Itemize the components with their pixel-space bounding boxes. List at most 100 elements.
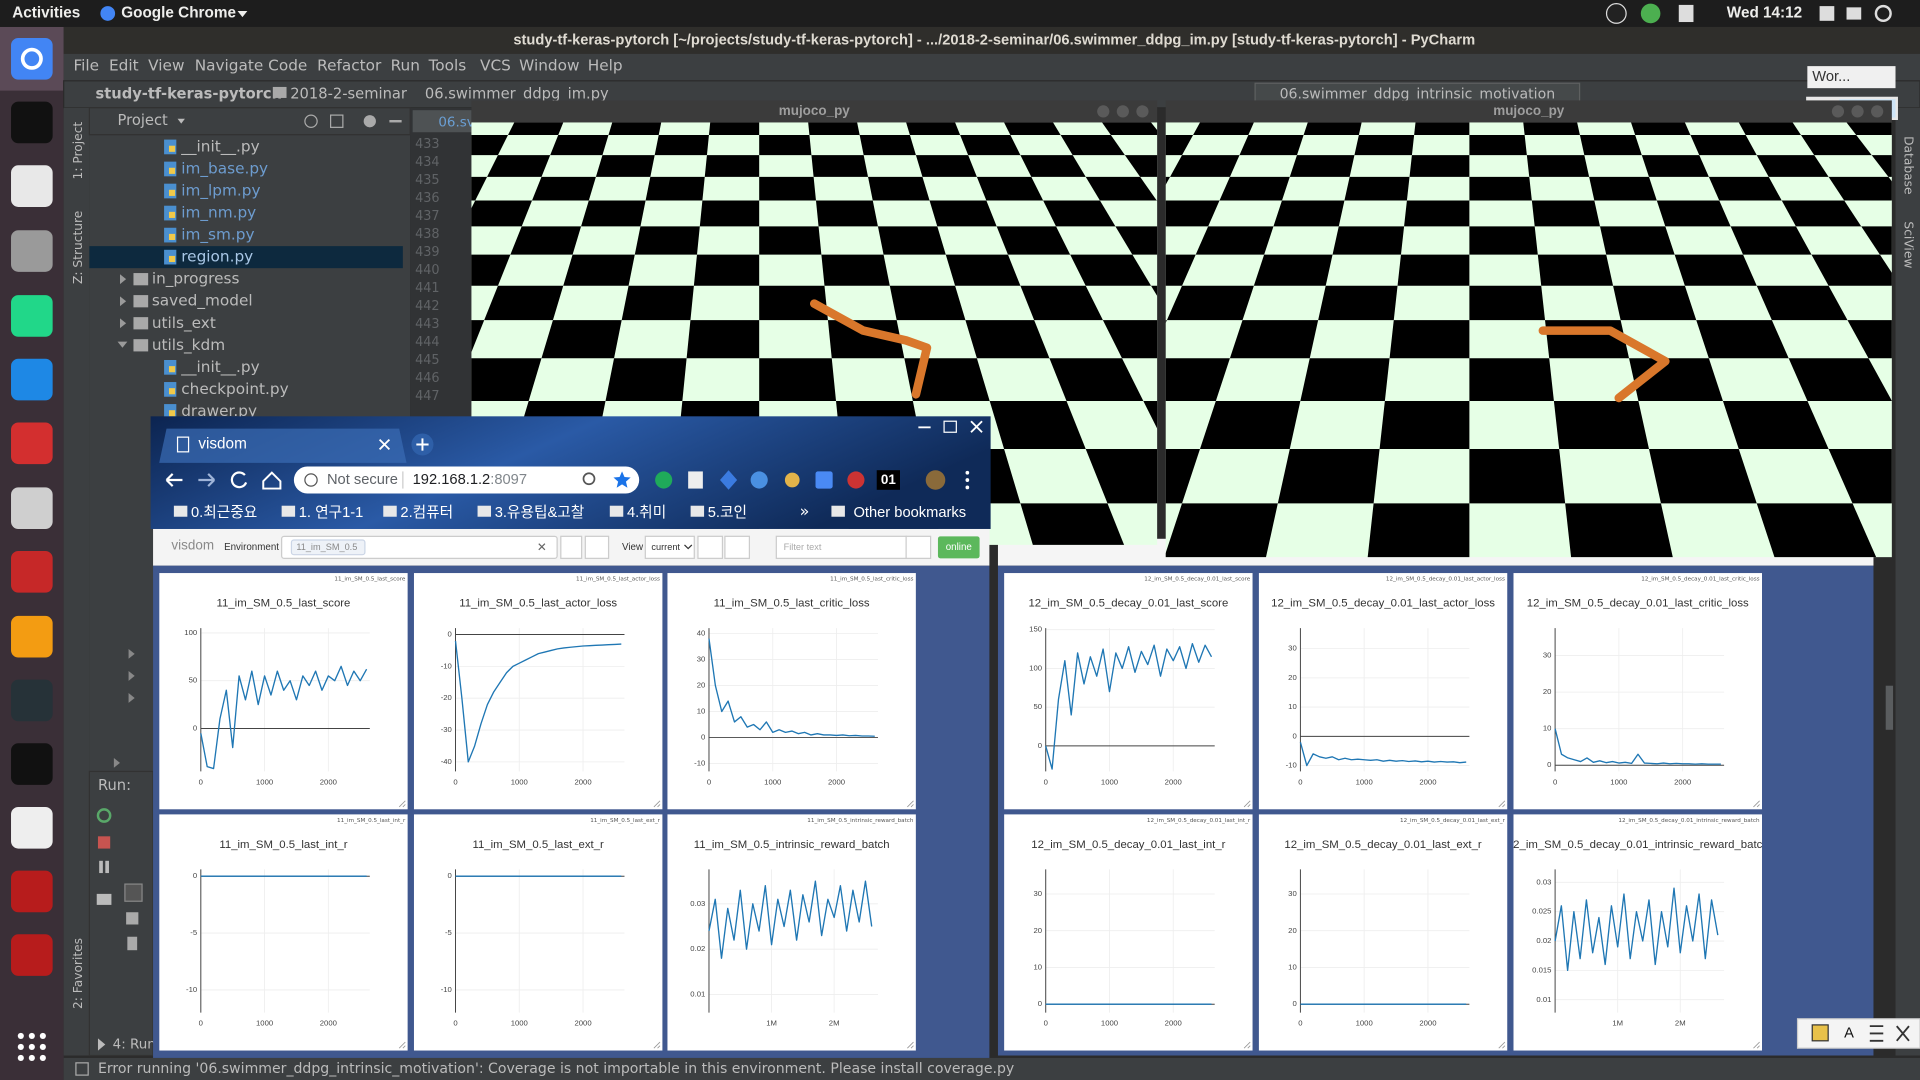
tray-icon[interactable] [1640,3,1661,24]
launcher-icon[interactable] [11,870,53,913]
tree-item[interactable]: region.py [181,248,253,266]
resize-handle[interactable] [653,1041,661,1049]
ime-tool[interactable] [1896,1025,1910,1042]
pause-button[interactable] [99,860,103,874]
ime-icon[interactable] [1811,1024,1829,1042]
tray-icon[interactable] [1678,4,1694,23]
env-clear[interactable] [538,543,546,551]
tool-tab[interactable]: 2: Favorites [71,938,85,1009]
collapsed-arrow[interactable] [120,296,127,307]
launcher-icon[interactable] [11,487,53,529]
wrap-button[interactable] [124,883,143,902]
home-button[interactable] [262,471,282,490]
tray-icon[interactable] [1605,3,1627,24]
tree-item[interactable]: utils_kdm [152,336,225,355]
status-button[interactable] [937,536,980,559]
apps-dot[interactable] [28,1054,35,1062]
extension[interactable] [720,470,738,490]
resize-handle[interactable] [1498,1041,1506,1049]
ime-menu[interactable] [1869,1025,1884,1042]
apps-dot[interactable] [39,1043,46,1050]
launcher-icon[interactable] [11,295,53,337]
resize-handle[interactable] [1753,800,1760,808]
profile[interactable] [925,470,946,490]
breadcrumb[interactable]: 2018-2-seminar [290,85,408,102]
window-button[interactable] [1831,105,1845,118]
window-button[interactable] [1851,105,1864,118]
extension[interactable] [655,471,673,489]
env-value[interactable]: 11_im_SM_0.5 [296,542,357,552]
tray-power[interactable] [1874,4,1892,23]
window-button[interactable] [1116,105,1129,118]
launcher-icon[interactable] [11,165,53,207]
other-window[interactable] [1807,66,1896,89]
breadcrumb[interactable]: study-tf-keras-pytorch [96,85,283,102]
launcher-icon[interactable] [11,551,53,593]
back-button[interactable] [165,473,183,487]
tree-item[interactable]: im_sm.py [181,226,254,245]
url-port[interactable]: :8097 [490,472,527,488]
chrome-tab[interactable] [159,428,407,463]
menu-item[interactable]: Run [391,57,420,75]
tab-close[interactable] [378,438,391,451]
resize-handle[interactable] [907,1041,914,1049]
bookmark[interactable]: 3.유용팁&고찰 [495,504,585,521]
window-button[interactable] [1871,105,1884,118]
apps-dot[interactable] [39,1032,46,1039]
view-value[interactable]: current [651,542,680,552]
apps-dot[interactable] [28,1032,35,1039]
menu-item[interactable]: Window [519,57,579,75]
maximize[interactable] [943,420,957,433]
tool-tab[interactable]: Z: Structure [71,211,85,284]
env-button[interactable] [584,535,610,559]
menu-item[interactable]: File [73,57,99,75]
run-tab[interactable]: 4: Run [113,1037,156,1052]
extension[interactable] [784,472,800,488]
resize-handle[interactable] [1243,1041,1251,1049]
launcher-icon[interactable] [11,358,53,401]
launcher-icon[interactable] [11,806,53,849]
tree-item[interactable]: __init__.py [180,358,259,377]
panel-icon[interactable] [330,114,344,128]
menu-item[interactable]: Refactor [317,57,382,75]
tree-item[interactable]: im_nm.py [181,204,256,223]
view-button[interactable] [724,535,750,559]
visdom-brand[interactable]: visdom [171,538,214,553]
tree-item[interactable]: __init__.py [180,137,259,156]
extension[interactable] [815,471,833,489]
apps-dot[interactable] [17,1032,24,1039]
launcher-icon[interactable] [11,422,53,465]
other-bookmarks[interactable]: Other bookmarks [853,505,966,521]
launcher-icon[interactable] [11,934,53,976]
extension[interactable] [688,471,703,489]
apps-dot[interactable] [39,1054,46,1062]
extension[interactable] [876,470,900,490]
info-icon[interactable] [304,473,318,487]
apps-dot[interactable] [17,1054,24,1062]
launcher-icon[interactable] [11,615,53,658]
tray-volume[interactable] [1846,7,1862,20]
ime-mode[interactable]: A [1844,1025,1854,1041]
trash-button[interactable] [127,936,138,951]
resize-handle[interactable] [1753,1041,1760,1049]
menu-item[interactable]: Navigate [195,57,264,75]
launcher-icon[interactable] [11,230,53,272]
resize-handle[interactable] [907,800,914,808]
launcher-icon[interactable] [11,679,53,722]
close[interactable] [970,420,983,433]
apps-dot[interactable] [17,1043,24,1050]
collapsed-arrow[interactable] [120,318,127,329]
url[interactable]: 192.168.1.2:8097 [413,472,527,488]
extension[interactable] [847,471,865,489]
bookmark-star[interactable] [613,471,631,488]
omnibox[interactable] [293,466,640,494]
tree-item[interactable]: saved_model [152,292,253,311]
tool-tab[interactable]: SciView [1901,221,1915,268]
pause-button[interactable] [105,860,109,874]
tree-item[interactable]: utils_ext [152,314,216,333]
resize-handle[interactable] [398,800,406,808]
bookmark[interactable]: 0.최근중요 [191,504,257,521]
resize-handle[interactable] [398,1041,406,1049]
resize-handle[interactable] [1243,800,1251,808]
tool-tab[interactable]: 1: Project [71,122,85,180]
